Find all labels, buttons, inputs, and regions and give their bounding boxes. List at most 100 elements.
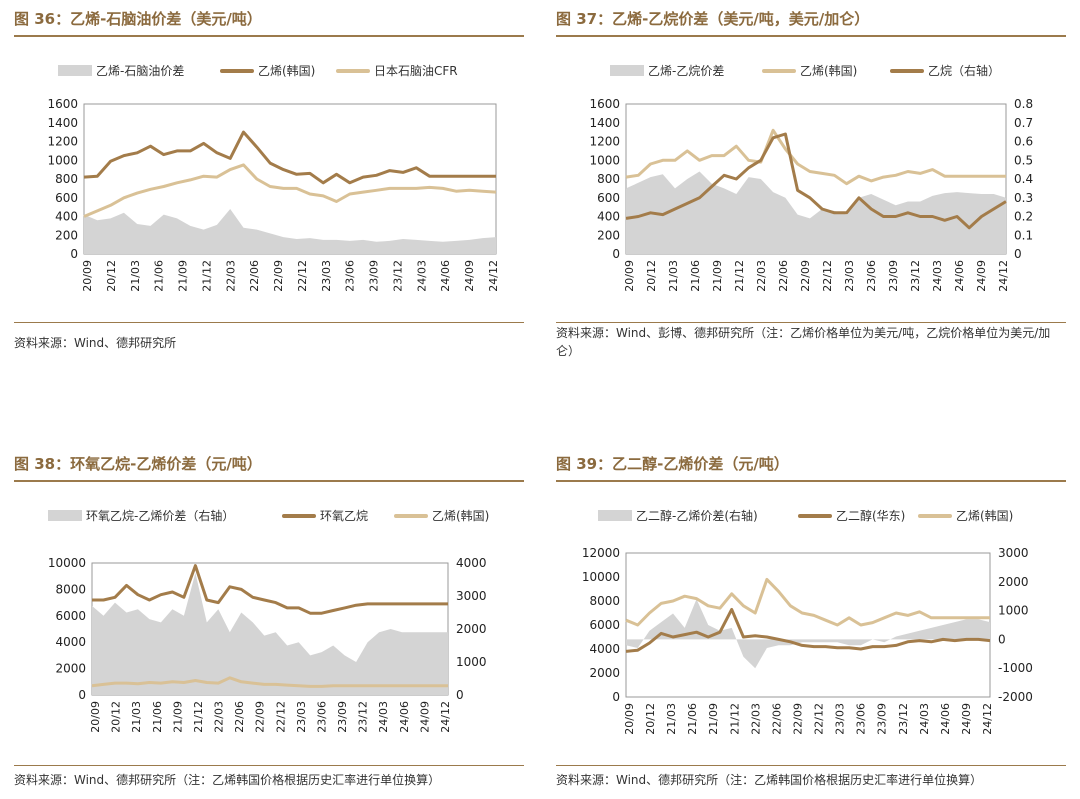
y-tick-label: 8000: [589, 594, 620, 608]
legend-label: 乙烯-乙烷价差: [648, 64, 724, 78]
title-rule: [556, 480, 1066, 482]
y-tick-label: 600: [597, 191, 620, 205]
series-line: [625, 128, 1006, 186]
y-tick-label: 1200: [589, 135, 620, 149]
series-line: [83, 130, 496, 185]
y-tick-label: 0: [78, 688, 86, 702]
series-line: [625, 132, 1007, 230]
y-tick-label: 0: [612, 690, 620, 704]
x-tick-label: 23/12: [391, 260, 404, 292]
x-tick-label: 20/12: [644, 703, 657, 735]
y2-tick-label: 0.2: [1014, 210, 1033, 224]
legend-label: 乙二醇(华东): [836, 508, 905, 523]
y-tick-label: 400: [597, 210, 620, 224]
y2-tick-label: 0.3: [1014, 191, 1033, 205]
x-tick-label: 21/09: [171, 701, 184, 733]
x-tick-label: 24/06: [939, 703, 952, 735]
x-tick-label: 22/09: [272, 260, 285, 292]
x-tick-label: 22/09: [254, 701, 267, 733]
y-tick-label: 2000: [55, 662, 86, 676]
legend-swatch: [890, 69, 924, 73]
x-tick-label: 22/06: [770, 703, 783, 735]
x-tick-label: 22/06: [777, 260, 790, 292]
x-tick-label: 21/12: [728, 703, 741, 735]
chart-39: 乙二醇-乙烯价差(右轴) 乙二醇(华东) 乙烯(韩国)120001000080006…: [582, 508, 1033, 735]
y-tick-label: 8000: [55, 582, 86, 596]
y2-tick-label: 0: [456, 688, 464, 702]
x-tick-label: 20/09: [89, 701, 102, 733]
y-tick-label: 200: [55, 228, 78, 242]
y2-tick-label: 0: [998, 632, 1006, 646]
chart-panel-39: 图 39：乙二醇-乙烯价差（元/吨） 乙二醇-乙烯价差(右轴) 乙二醇(华东) 乙烯…: [556, 445, 1066, 799]
x-tick-label: 23/06: [344, 260, 357, 292]
title-rule: [556, 35, 1066, 37]
x-tick-label: 23/03: [834, 703, 847, 735]
series-area: [84, 209, 496, 254]
chart-38: 环氧乙烷-乙烯价差（右轴） 环氧乙烷 乙烯(韩国)10000800060004000…: [48, 508, 490, 733]
y-tick-label: 1200: [47, 135, 78, 149]
x-tick-label: 24/06: [398, 701, 411, 733]
chart-37: 乙烯-乙烷价差 乙烯(韩国) 乙烷（右轴） 1600 1400 1200 1000 800 60…: [589, 63, 1033, 292]
y-tick-label: 12000: [582, 546, 620, 560]
legend-label: 环氧乙烷-乙烯价差（右轴）: [86, 508, 234, 523]
y-tick-label: 800: [597, 172, 620, 186]
legend-swatch: [798, 514, 832, 518]
legend-label: 乙烯(韩国): [432, 508, 489, 523]
legend-label: 乙烯-石脑油价差: [96, 64, 184, 78]
y2-tick-label: 0: [1014, 247, 1022, 261]
x-tick-label: 22/09: [799, 260, 812, 292]
y-tick-label: 1400: [47, 116, 78, 130]
x-tick-label: 24/03: [377, 701, 390, 733]
source-note: 资料来源：Wind、德邦研究所（注：乙烯韩国价格根据历史汇率进行单位换算）: [556, 773, 983, 787]
x-tick-label: 24/09: [463, 260, 476, 292]
x-tick-label: 23/06: [315, 701, 328, 733]
y-tick-label: 1600: [47, 97, 78, 111]
x-tick-label: 23/06: [855, 703, 868, 735]
x-tick-label: 22/03: [213, 701, 226, 733]
chart-panel-37: 图 37：乙烯-乙烷价差（美元/吨，美元/加仑） 乙烯-乙烷价差 乙烯(韩国) 乙烷…: [556, 0, 1066, 360]
chart-panel-36: 图 36：乙烯-石脑油价差（美元/吨） 乙烯-石脑油价差 乙烯(韩国) 日本石脑油C…: [14, 0, 524, 360]
y-tick-label: 800: [55, 172, 78, 186]
x-tick-label: 21/12: [192, 701, 205, 733]
x-tick-label: 23/09: [368, 260, 381, 292]
legend-label: 乙烯(韩国): [956, 508, 1013, 523]
y-tick-label: 0: [612, 247, 620, 261]
y2-tick-label: 0.7: [1014, 116, 1033, 130]
y2-tick-label: 3000: [456, 589, 487, 603]
series-line: [92, 564, 448, 615]
source-note: 资料来源：Wind、彭博、德邦研究所（注：乙烯价格单位为美元/吨，乙烷价格单位为…: [556, 326, 1051, 358]
y2-tick-label: -1000: [998, 661, 1033, 675]
y-tick-label: 1000: [47, 153, 78, 167]
x-tick-label: 24/06: [953, 260, 966, 292]
x-tick-label: 24/09: [960, 703, 973, 735]
x-tick-label: 20/12: [110, 701, 123, 733]
y-tick-label: 6000: [589, 618, 620, 632]
y-tick-label: 4000: [55, 635, 86, 649]
series-line: [83, 163, 497, 218]
x-tick-label: 22/06: [248, 260, 261, 292]
x-tick-label: 22/12: [813, 703, 826, 735]
x-tick-label: 20/09: [623, 703, 636, 735]
y2-tick-label: 3000: [998, 546, 1029, 560]
x-tick-label: 21/06: [686, 703, 699, 735]
y2-tick-label: 1000: [456, 655, 487, 669]
x-tick-label: 22/12: [274, 701, 287, 733]
x-tick-label: 23/03: [843, 260, 856, 292]
y-tick-label: 200: [597, 228, 620, 242]
title-rule: [14, 35, 524, 37]
x-tick-label: 24/03: [931, 260, 944, 292]
x-tick-label: 22/03: [755, 260, 768, 292]
source-note: 资料来源：Wind、德邦研究所: [14, 336, 177, 350]
x-tick-label: 21/09: [177, 260, 190, 292]
y-tick-label: 10000: [48, 556, 86, 570]
y2-tick-label: 0.4: [1014, 172, 1033, 186]
legend-label: 乙二醇-乙烯价差(右轴): [636, 508, 758, 523]
x-tick-label: 23/12: [357, 701, 370, 733]
source-note: 资料来源：Wind、德邦研究所（注：乙烯韩国价格根据历史汇率进行单位换算）: [14, 773, 441, 787]
y2-tick-label: 0.5: [1014, 153, 1033, 167]
chart-title: 图 36：乙烯-石脑油价差（美元/吨）: [14, 10, 262, 28]
x-tick-label: 22/12: [296, 260, 309, 292]
y-tick-label: 1600: [589, 97, 620, 111]
y-tick-label: 600: [55, 191, 78, 205]
legend-swatch: [918, 514, 952, 518]
